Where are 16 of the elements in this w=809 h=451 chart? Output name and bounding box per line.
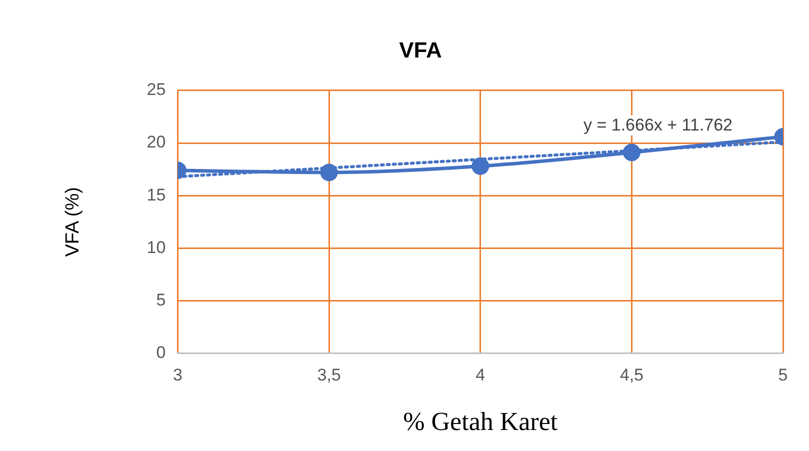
x-axis-title: % Getah Karet	[403, 407, 558, 436]
chart-title: VFA	[399, 37, 442, 62]
x-tick-label: 3,5	[317, 365, 341, 384]
y-tick-label: 0	[156, 343, 166, 362]
x-tick-label: 3	[172, 365, 182, 384]
annotation: y = 1.666x + 11.762	[583, 116, 733, 135]
x-tick-label: 5	[778, 365, 788, 384]
y-tick-label: 10	[146, 238, 166, 257]
y-axis-title: VFA (%)	[62, 187, 84, 257]
y-tick-label: 20	[146, 132, 166, 152]
x-tick-label: 4	[476, 365, 486, 384]
point	[472, 157, 490, 175]
x-tick-label: 4,5	[620, 365, 644, 384]
y-tick-label: 5	[156, 290, 166, 310]
y-tick-label: 15	[146, 185, 166, 204]
y-tick-label: 25	[146, 80, 166, 100]
